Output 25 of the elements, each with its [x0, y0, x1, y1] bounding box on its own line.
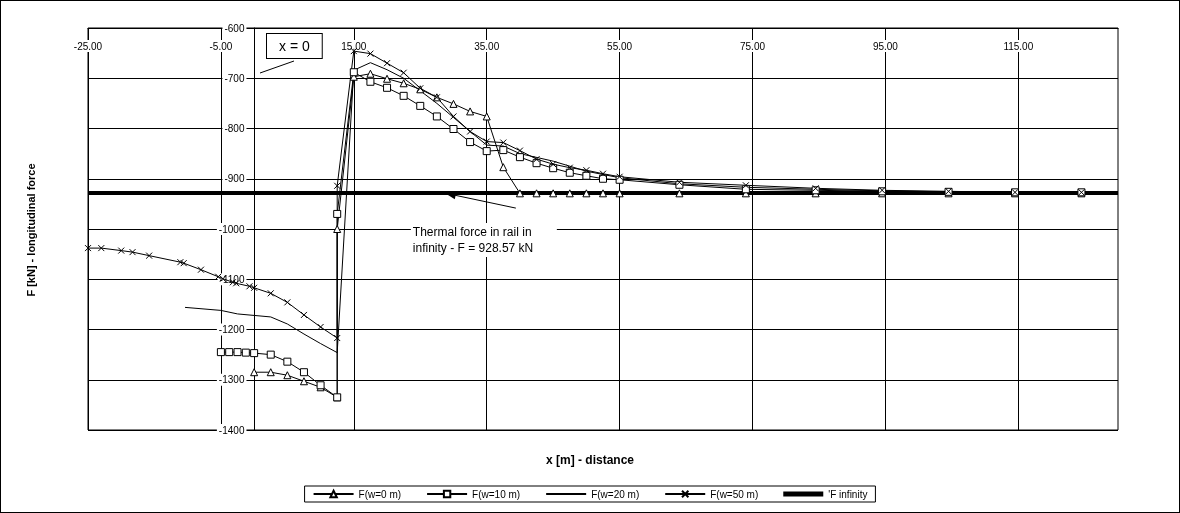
x-tick-label: -5.00	[209, 40, 233, 52]
legend-label: 'F infinity	[828, 488, 868, 500]
x-tick-label: 55.00	[607, 40, 633, 52]
y-tick-label: -900	[224, 173, 245, 185]
legend-label: F(w=20 m)	[591, 488, 640, 500]
y-tick-label: -1400	[218, 424, 245, 436]
annotation: x = 0	[279, 38, 310, 54]
y-tick-label: -1300	[218, 374, 245, 386]
y-tick-label: -1000	[218, 223, 245, 235]
y-axis-title: F [kN] - longitudinal force	[25, 163, 37, 297]
x-axis-title: x [m] - distance	[545, 453, 635, 467]
legend-label: F(w=50 m)	[710, 488, 759, 500]
legend-label: F(w=10 m)	[472, 488, 521, 500]
x-tick-label: 75.00	[740, 40, 766, 52]
x-tick-label: 15.00	[341, 40, 367, 52]
x-tick-label: 115.00	[1003, 40, 1034, 52]
y-tick-label: -800	[224, 123, 245, 134]
y-tick-label: -600	[224, 22, 245, 34]
y-tick-label: -1200	[218, 324, 245, 335]
x-tick-label: 95.00	[872, 40, 899, 52]
annotation: Thermal force in rail in infinity - F = 928.57 kN	[412, 225, 535, 256]
y-tick-label: -700	[224, 72, 245, 84]
x-tick-label: -25.00	[73, 40, 103, 52]
x-tick-label: 35.00	[474, 40, 500, 52]
legend-label: F(w=0 m)	[358, 488, 402, 500]
